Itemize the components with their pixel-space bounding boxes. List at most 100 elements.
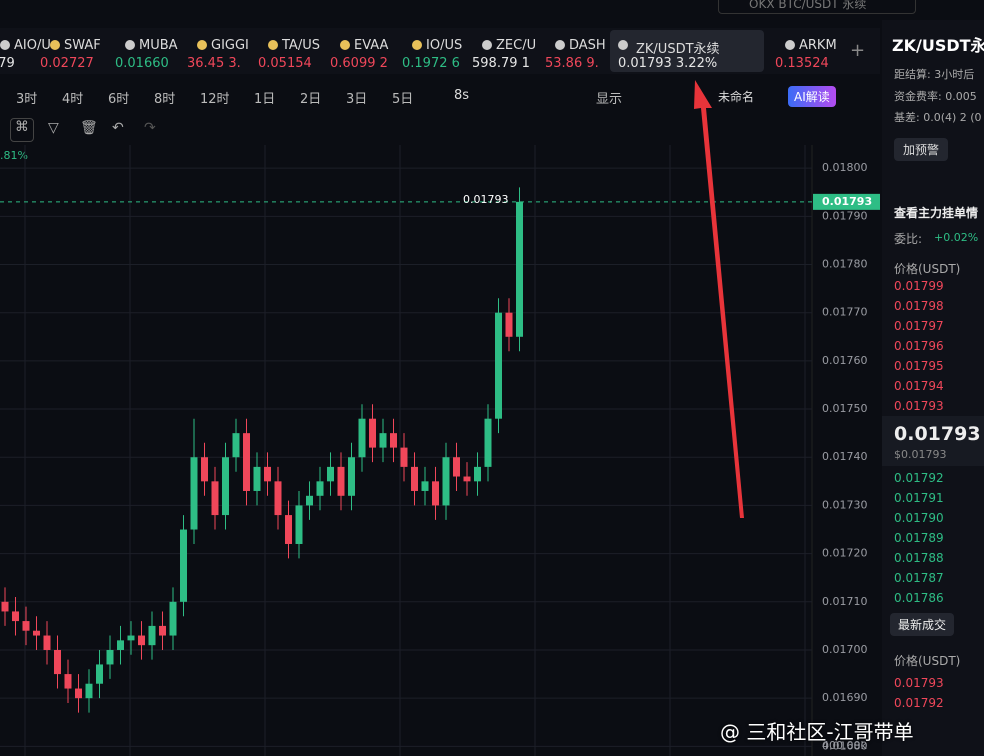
tab-price: 36.45 3. — [187, 56, 241, 71]
candle-body — [33, 630, 40, 636]
search-box[interactable]: OKX BTC/USDT 永续 — [718, 0, 916, 14]
tab-icon — [125, 40, 135, 50]
timeframe[interactable]: 8时 — [154, 92, 176, 107]
tab[interactable]: SWAF 0.02727 — [40, 28, 112, 74]
candle-body — [54, 649, 61, 675]
tab-price: 0.01660 — [115, 56, 169, 71]
price-tick-label: 0.01680 — [822, 739, 868, 752]
candle-body — [463, 476, 471, 482]
tab-price: 879 — [0, 56, 15, 71]
tab-icon — [0, 40, 10, 50]
trade-price: 0.01793 — [894, 676, 944, 690]
tab-icon — [412, 40, 422, 50]
last-price-note: 0.01793 — [463, 193, 509, 206]
tab-symbol: GIGGI — [211, 38, 249, 53]
candle-body — [75, 688, 82, 699]
candle-body — [22, 621, 30, 631]
mid-price: 0.01793 — [894, 423, 981, 445]
price-tick-label: 0.01760 — [822, 354, 868, 367]
candle-body — [169, 601, 177, 636]
bid-price: 0.01789 — [894, 531, 944, 545]
last-price-badge — [813, 193, 880, 210]
tab-price: 0.05154 — [258, 56, 312, 71]
timeframe[interactable]: 3日 — [346, 92, 368, 107]
tab[interactable]: MUBA 0.01660 — [115, 28, 187, 74]
chart: 0.01800 0.01790 0.01780 0.01770 0.01760 0.017… — [0, 145, 880, 756]
tab[interactable]: ZEC/U 598.79 1 — [472, 28, 544, 74]
candle-body — [64, 674, 72, 689]
bid-price: 0.01790 — [894, 511, 944, 525]
tab-symbol: AIO/U — [14, 38, 51, 53]
tab-icon — [785, 40, 795, 50]
tab-symbol: IO/US — [426, 38, 463, 53]
candle-body — [327, 466, 334, 482]
alert-btn[interactable]: 加预警 — [894, 138, 949, 161]
tab-icon — [268, 40, 278, 50]
add-tab[interactable]: + — [850, 40, 866, 61]
candle-body — [474, 466, 481, 482]
ask-price: 0.01799 — [894, 279, 944, 293]
tab-symbol: DASH — [569, 38, 606, 53]
timeframe[interactable]: 12时 — [200, 92, 230, 107]
tab[interactable]: EVAA 0.6099 2 — [330, 28, 402, 74]
candle-body — [411, 466, 418, 491]
candle-body — [1, 601, 9, 612]
interval[interactable]: 8s — [454, 88, 470, 103]
magnet-icon[interactable]: ⌘ — [10, 118, 34, 142]
ai-btn[interactable]: AI解读 — [788, 86, 836, 107]
price-tick-label: 0.01690 — [822, 691, 868, 704]
tab-icon — [340, 40, 350, 50]
timeframe[interactable]: 3时 — [16, 92, 38, 107]
tab-symbol: ZK/USDT永续 — [636, 42, 720, 57]
timeframe[interactable]: 6时 — [108, 92, 130, 107]
candle-body — [306, 495, 313, 506]
redo-icon[interactable]: ↷ — [144, 120, 156, 136]
tab-symbol: MUBA — [139, 38, 178, 53]
candle-body — [337, 466, 345, 496]
tab[interactable]: TA/US 0.05154 — [258, 28, 330, 74]
bid-price: 0.01792 — [894, 471, 944, 485]
candle-body — [180, 529, 187, 602]
tab[interactable]: GIGGI 36.45 3. — [187, 28, 259, 74]
candle-body — [285, 515, 292, 544]
display-btn[interactable]: 显示 — [596, 92, 623, 107]
bid-price: 0.01787 — [894, 571, 944, 585]
ask-price: 0.01794 — [894, 379, 944, 393]
trades-tab[interactable]: 最新成交 — [890, 613, 955, 636]
timeframe[interactable]: 2日 — [300, 92, 322, 107]
candle-body — [253, 466, 261, 491]
candle-body — [516, 201, 523, 337]
timeframe[interactable]: 4时 — [62, 92, 84, 107]
ask-price: 0.01797 — [894, 319, 944, 333]
delete-icon[interactable]: 🗑 — [80, 120, 98, 136]
ratio: +0.02% — [934, 231, 979, 244]
price-tick-label: 0.01770 — [822, 306, 868, 319]
tab-price: 0.01793 3.22% — [618, 56, 718, 71]
tab-price: 598.79 1 — [472, 56, 530, 71]
price-tick-label: 0.01750 — [822, 402, 868, 415]
tab[interactable]: ARKM 0.13524 — [775, 28, 847, 74]
candle-body — [495, 312, 502, 419]
tab[interactable]: AIO/U 879 — [0, 28, 62, 74]
search-text: OKX BTC/USDT 永续 — [749, 0, 867, 11]
candle-body — [484, 418, 492, 467]
price-tick-label: 0.01800 — [822, 161, 868, 174]
tab-price: 0.02727 — [40, 56, 94, 71]
tab[interactable]: IO/US 0.1972 6 — [402, 28, 474, 74]
timeframe[interactable]: 5日 — [392, 92, 414, 107]
filter-icon[interactable]: ▽ — [48, 120, 59, 136]
tab[interactable]: ZK/USDT永续 0.01793 3.22% — [610, 30, 764, 72]
candle-body — [43, 635, 51, 650]
layout-btn[interactable]: 未命名 — [718, 90, 755, 104]
candle-body — [442, 457, 450, 506]
candle-body — [453, 457, 460, 477]
undo-icon[interactable]: ↶ — [112, 120, 124, 136]
toolbar: 3时 4时 6时 8时 12时 1日 2日 3日 5日 8s 显示 未命名 AI解读 — [0, 86, 880, 110]
timeframe[interactable]: 1日 — [254, 92, 276, 107]
candle-body — [96, 664, 103, 684]
candle-body — [379, 433, 387, 448]
tab[interactable]: DASH 53.86 9. — [545, 28, 617, 74]
price-tick-label: 0.01780 — [822, 258, 868, 271]
candle-body — [505, 312, 513, 337]
candle-body — [421, 481, 429, 491]
